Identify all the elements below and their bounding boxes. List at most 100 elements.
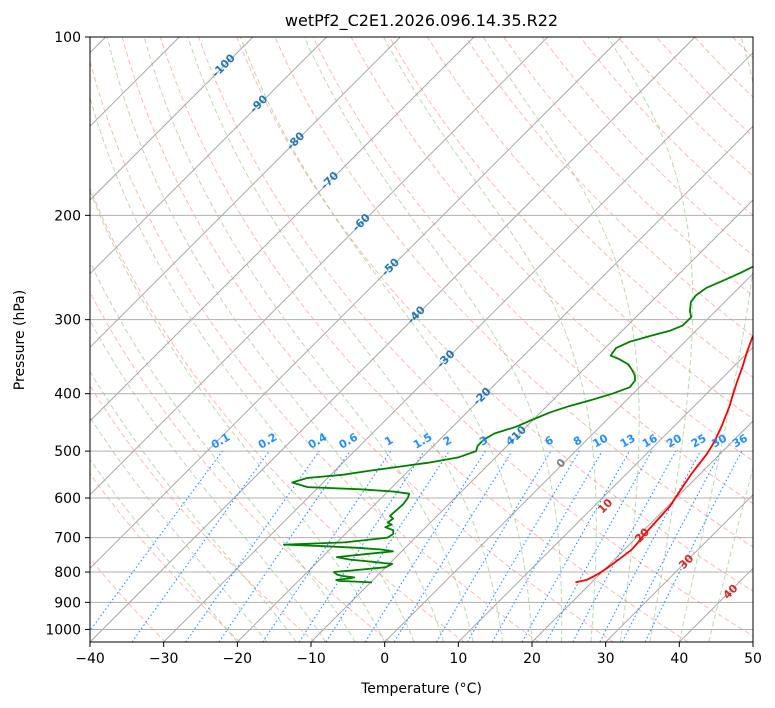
dry-adiabat [90, 291, 390, 642]
dry-adiabat [90, 59, 540, 642]
moist-adiabat [106, 37, 445, 642]
moist-adiabat [303, 37, 563, 642]
dry-adiabat [90, 186, 465, 642]
x-tick-label: 20 [523, 651, 541, 667]
mixing-ratio-line [521, 450, 630, 642]
dewpoint-profile [283, 265, 753, 584]
mixing-ratio-label: 13 [618, 432, 638, 451]
isotherm [605, 493, 753, 642]
mixing-ratio-label: 36 [730, 431, 750, 450]
overlay-labels: 0.1 0.2 0.4 0.6 1 1.5 2 3 4 6 8 10 13 16 20 25 30 36-100-… [209, 51, 750, 602]
x-tick-label: 50 [744, 651, 762, 667]
mixing-ratio-label: 0.1 [209, 431, 232, 452]
isotherm [90, 37, 254, 201]
isotherm [236, 125, 753, 642]
mixing-ratio-line [644, 450, 743, 642]
y-tick-label: 500 [54, 444, 81, 460]
moist-adiabat [143, 37, 474, 642]
isotherm [90, 37, 401, 349]
mixing-ratio-label: 8 [571, 434, 584, 449]
plot-area [90, 37, 775, 642]
mixing-ratio-label: 0.4 [306, 430, 330, 451]
y-tick-label: 700 [54, 531, 81, 547]
dry-adiabat [656, 37, 753, 138]
x-tick-label: −20 [223, 651, 253, 667]
mixing-ratio-label: 3 [477, 434, 490, 449]
isotherm [310, 199, 753, 642]
x-tick-label: −40 [75, 651, 105, 667]
moist-adiabat [90, 189, 386, 642]
mixing-ratio-line [262, 450, 392, 642]
dry-adiabat [732, 37, 753, 59]
chart-title: wetPf2_C2E1.2026.096.14.35.R22 [285, 11, 558, 31]
isotherm [384, 272, 753, 642]
moist-adiabat [482, 37, 640, 642]
isotherm [90, 37, 475, 422]
moist-adiabat [90, 458, 238, 642]
dry-adiabat [198, 37, 753, 637]
isotherm [90, 37, 328, 275]
x-tick-label: 30 [597, 651, 615, 667]
dry-adiabat [274, 37, 753, 548]
isotherm [457, 346, 753, 642]
y-tick-label: 300 [54, 313, 81, 329]
mixing-ratio-line [545, 450, 653, 642]
moist-adiabat [187, 37, 503, 642]
dry-adiabat [350, 37, 753, 462]
x-tick-label: −10 [296, 651, 326, 667]
isotherm [90, 37, 622, 570]
dry-adiabat [465, 37, 753, 338]
isotherm [90, 37, 549, 496]
isotherm [678, 567, 753, 642]
dry-adiabat [90, 472, 241, 642]
mixing-ratio-line [131, 450, 270, 642]
dry-adiabat [426, 37, 753, 378]
moist-adiabat [239, 37, 533, 642]
x-axis-label: Temperature (°C) [360, 681, 482, 697]
temperature-profile [575, 334, 753, 584]
dry-adiabat-label: 10 [595, 496, 615, 516]
dry-adiabat-label: 40 [721, 582, 741, 602]
mixing-ratio-label: 1 [382, 434, 395, 449]
dry-adiabat [90, 384, 316, 642]
isotherm [531, 420, 753, 642]
dry-adiabat [159, 37, 689, 642]
y-tick-label: 200 [54, 208, 81, 224]
mixing-ratio-line [298, 450, 425, 642]
mixing-ratio-label: 2 [441, 434, 454, 449]
y-tick-label: 800 [54, 565, 81, 581]
dry-adiabat [503, 37, 753, 297]
y-tick-label: 1000 [45, 622, 81, 638]
x-axis: −40 −30 −20 −10 0 10 20 30 40 50 [75, 642, 762, 667]
moist-adiabat [607, 37, 694, 642]
moist-adiabat [90, 319, 327, 642]
mixing-ratio-label: 6 [543, 433, 556, 448]
isotherm [752, 641, 753, 642]
mixing-ratio-label: 25 [689, 432, 709, 451]
dry-adiabat [236, 37, 753, 592]
mixing-ratio-line [325, 450, 450, 642]
x-tick-label: 40 [670, 651, 688, 667]
x-tick-label: 10 [449, 651, 467, 667]
mixing-ratio-line [90, 450, 223, 632]
y-tick-label: 400 [54, 387, 81, 403]
mixing-ratio-line [218, 450, 351, 642]
dry-adiabat [694, 37, 753, 98]
mixing-ratio-line [393, 450, 513, 642]
y-tick-label: 100 [54, 30, 81, 46]
moist-adiabat [708, 466, 753, 642]
moist-adiabat [678, 37, 753, 642]
mixing-ratio-label: 10 [591, 431, 611, 450]
mixing-ratio-line [185, 450, 320, 642]
dry-adiabat [771, 37, 775, 642]
moist-adiabat [90, 260, 356, 642]
isotherm [90, 37, 696, 642]
moist-adiabat [383, 37, 597, 642]
x-tick-label: −30 [149, 651, 179, 667]
mixing-ratio-label: 16 [640, 431, 660, 450]
dry-adiabat [90, 557, 166, 642]
y-tick-label: 900 [54, 595, 81, 611]
x-tick-label: 0 [380, 651, 389, 667]
dry-adiabat [121, 37, 614, 642]
